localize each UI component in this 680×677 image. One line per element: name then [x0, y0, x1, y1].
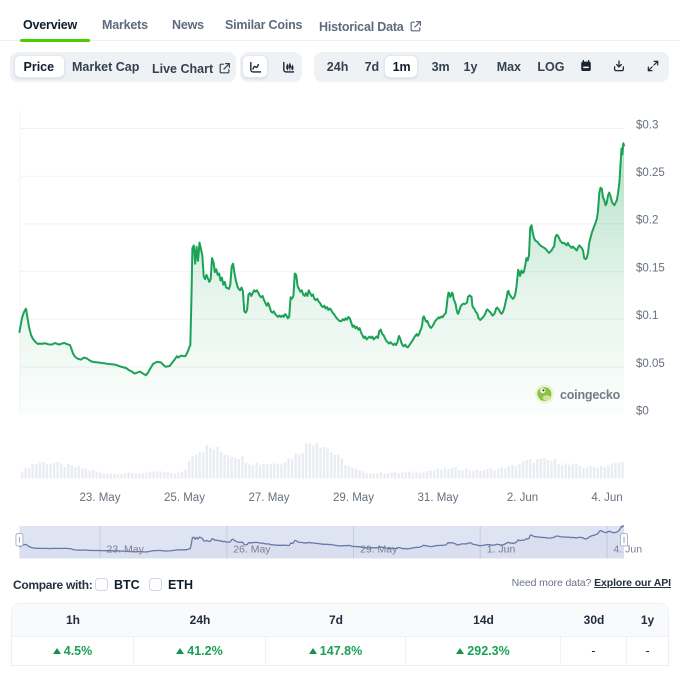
svg-text:23. May: 23. May: [80, 492, 121, 504]
svg-text:1. Jun: 1. Jun: [487, 544, 516, 556]
svg-text:2. Jun: 2. Jun: [507, 492, 538, 504]
svg-text:$0.2: $0.2: [636, 215, 658, 227]
svg-text:$0.3: $0.3: [636, 119, 658, 131]
svg-text:29. May: 29. May: [333, 492, 374, 504]
svg-text:$0: $0: [636, 406, 649, 418]
svg-text:29. May: 29. May: [360, 544, 398, 556]
svg-text:26. May: 26. May: [233, 544, 271, 556]
svg-text:4. Jun: 4. Jun: [614, 544, 643, 556]
svg-text:23. May: 23. May: [107, 544, 145, 556]
svg-text:25. May: 25. May: [164, 492, 205, 504]
svg-text:coingecko: coingecko: [560, 388, 621, 402]
svg-text:31. May: 31. May: [418, 492, 459, 504]
svg-text:27. May: 27. May: [249, 492, 290, 504]
svg-text:$0.1: $0.1: [636, 310, 658, 322]
svg-text:4. Jun: 4. Jun: [591, 492, 622, 504]
svg-text:$0.15: $0.15: [636, 262, 665, 274]
svg-text:$0.25: $0.25: [636, 167, 665, 179]
svg-text:$0.05: $0.05: [636, 358, 665, 370]
